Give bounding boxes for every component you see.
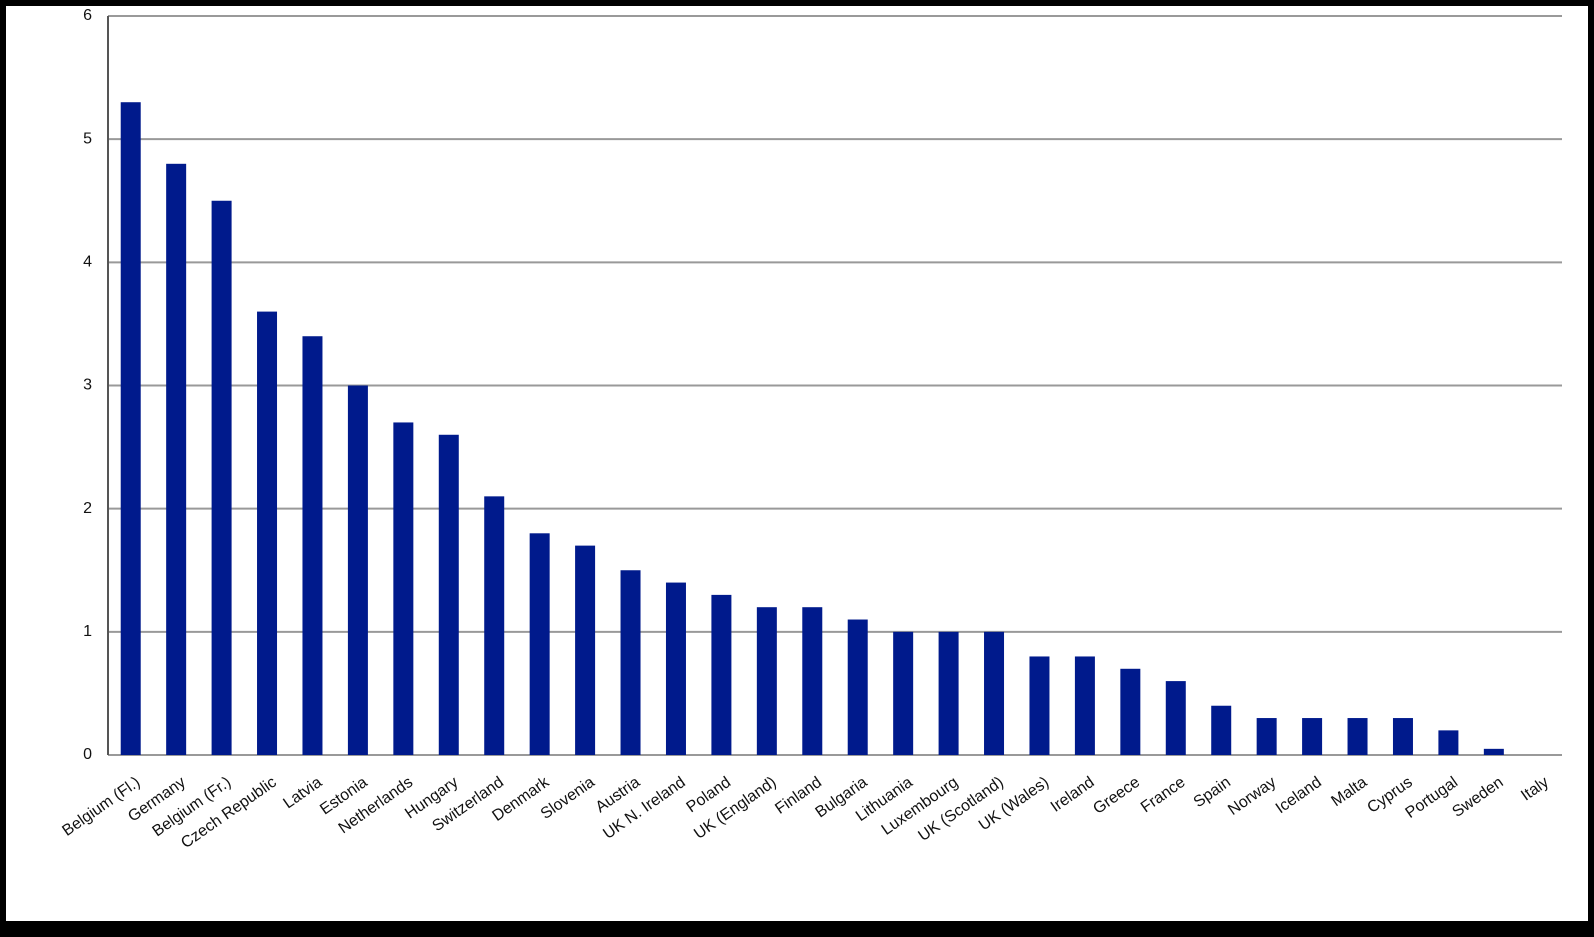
bar bbox=[984, 631, 1005, 755]
bar bbox=[529, 533, 550, 755]
bar bbox=[393, 422, 414, 755]
bar bbox=[575, 545, 596, 755]
bar bbox=[938, 631, 959, 755]
bar bbox=[847, 619, 868, 755]
bar bbox=[211, 200, 232, 755]
bar bbox=[347, 385, 368, 755]
bar bbox=[484, 496, 505, 755]
bar bbox=[1211, 705, 1232, 755]
bar bbox=[257, 311, 278, 755]
bar bbox=[1029, 656, 1050, 755]
bar bbox=[1165, 681, 1186, 755]
y-tick-label: 4 bbox=[83, 254, 92, 271]
bar bbox=[302, 336, 323, 755]
y-tick-label: 6 bbox=[83, 7, 92, 24]
bar bbox=[756, 607, 777, 755]
bar bbox=[166, 163, 187, 756]
bar bbox=[1483, 748, 1504, 755]
bar bbox=[1074, 656, 1095, 755]
bar bbox=[1120, 668, 1141, 755]
bar bbox=[711, 594, 732, 755]
bar bbox=[665, 582, 686, 755]
bar bbox=[893, 631, 914, 755]
y-tick-label: 1 bbox=[83, 623, 92, 640]
bar bbox=[1302, 718, 1323, 755]
y-tick-label: 0 bbox=[83, 746, 92, 763]
bar bbox=[1347, 718, 1368, 755]
y-tick-label: 2 bbox=[83, 500, 92, 517]
bar bbox=[1438, 730, 1459, 755]
bar bbox=[1256, 718, 1277, 755]
y-tick-label: 5 bbox=[83, 130, 92, 147]
bar bbox=[1392, 718, 1413, 755]
bar bbox=[438, 434, 459, 755]
bar bbox=[802, 607, 823, 755]
bar bbox=[120, 102, 141, 755]
y-tick-label: 3 bbox=[83, 377, 92, 394]
bar bbox=[620, 570, 641, 755]
